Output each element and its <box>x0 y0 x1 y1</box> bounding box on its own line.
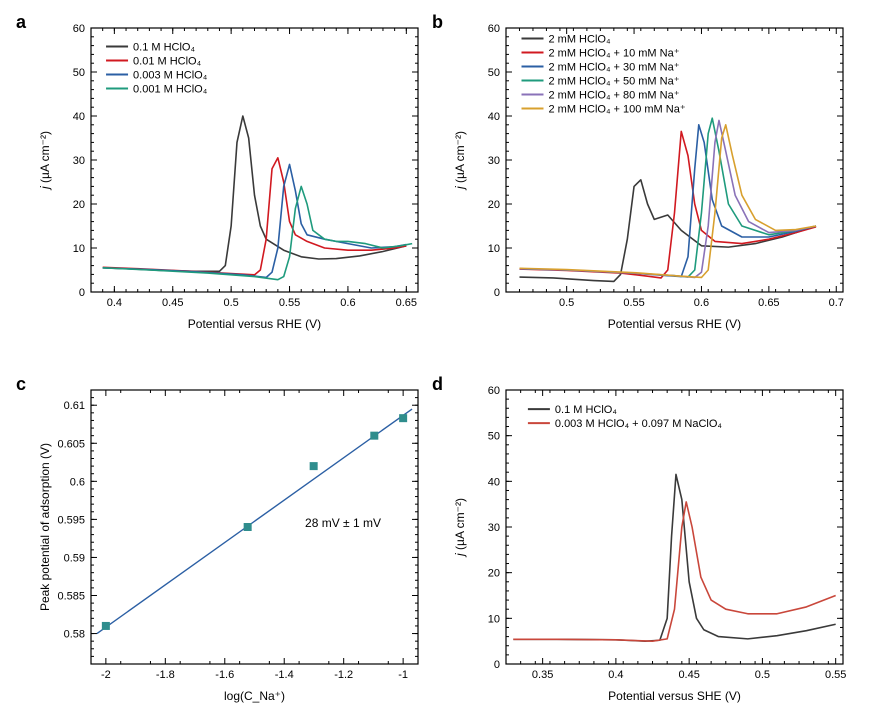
svg-text:-1.8: -1.8 <box>156 669 175 681</box>
svg-text:-1.6: -1.6 <box>215 669 234 681</box>
svg-text:0.5: 0.5 <box>223 297 238 309</box>
data-point <box>244 523 252 531</box>
legend-label: 0.001 M HClO₄ <box>133 83 208 95</box>
series-line <box>519 125 816 277</box>
svg-text:j (µA cm⁻²): j (µA cm⁻²) <box>453 131 467 191</box>
series-line <box>513 502 835 641</box>
legend-label: 0.003 M HClO₄ + 0.097 M NaClO₄ <box>555 418 723 430</box>
panel-a: 0.4 0.45 0.5 0.55 0.6 0.65 0 10 20 30 40 50 60 Potent… <box>35 18 430 338</box>
svg-text:j (µA cm⁻²): j (µA cm⁻²) <box>38 131 52 191</box>
legend-label: 2 mM HClO₄ + 100 mM Na⁺ <box>549 104 686 116</box>
svg-text:-1: -1 <box>398 669 408 681</box>
svg-text:0.55: 0.55 <box>825 669 846 681</box>
svg-text:0.35: 0.35 <box>532 669 553 681</box>
svg-text:-1.2: -1.2 <box>334 669 353 681</box>
legend-label: 0.01 M HClO₄ <box>133 55 202 67</box>
svg-text:0.4: 0.4 <box>608 669 623 681</box>
data-point <box>370 432 378 440</box>
svg-text:40: 40 <box>488 476 500 488</box>
legend-label: 2 mM HClO₄ + 30 mM Na⁺ <box>549 62 680 74</box>
legend-label: 0.1 M HClO₄ <box>555 404 617 416</box>
data-point <box>399 414 407 422</box>
series-line <box>103 186 412 279</box>
slope-annotation: 28 mV ± 1 mV <box>305 516 381 530</box>
svg-text:0.585: 0.585 <box>57 591 85 603</box>
svg-text:Potential versus SHE (V): Potential versus SHE (V) <box>608 689 741 703</box>
svg-text:20: 20 <box>488 199 500 211</box>
legend-label: 0.003 M HClO₄ <box>133 69 208 81</box>
svg-text:0.55: 0.55 <box>279 297 300 309</box>
svg-text:0.55: 0.55 <box>623 297 644 309</box>
svg-text:60: 60 <box>488 23 500 35</box>
svg-text:10: 10 <box>488 243 500 255</box>
series-line <box>103 158 407 275</box>
series-line <box>103 116 407 271</box>
panel-b-label: b <box>432 12 443 33</box>
data-point <box>310 462 318 470</box>
series-line <box>519 120 816 277</box>
svg-text:0: 0 <box>79 287 85 299</box>
data-point <box>102 622 110 630</box>
svg-text:30: 30 <box>73 155 85 167</box>
panel-c: -2 -1.8 -1.6 -1.4 -1.2 -1 0.58 0.585 0.59 0.595 0.… <box>35 380 430 710</box>
svg-text:0.7: 0.7 <box>829 297 844 309</box>
svg-text:10: 10 <box>488 613 500 625</box>
panel-c-label: c <box>16 374 26 395</box>
svg-text:10: 10 <box>73 243 85 255</box>
svg-text:0.6: 0.6 <box>340 297 355 309</box>
svg-text:j (µA cm⁻²): j (µA cm⁻²) <box>453 498 467 558</box>
series-line <box>519 125 816 278</box>
svg-text:0: 0 <box>494 287 500 299</box>
panel-a-label: a <box>16 12 26 33</box>
figure-root: a 0.40.450.50.550.60.650102030405060Pote… <box>0 0 869 726</box>
svg-text:0.58: 0.58 <box>64 629 85 641</box>
svg-text:40: 40 <box>73 111 85 123</box>
svg-text:20: 20 <box>73 199 85 211</box>
series-line <box>519 118 816 277</box>
svg-text:log(C_Na⁺): log(C_Na⁺) <box>224 689 285 703</box>
series-line <box>513 474 835 641</box>
svg-text:Peak potential of adsorption (: Peak potential of adsorption (V) <box>38 443 52 611</box>
svg-text:50: 50 <box>488 431 500 443</box>
svg-text:0.5: 0.5 <box>559 297 574 309</box>
svg-text:0.605: 0.605 <box>57 438 85 450</box>
svg-text:0.4: 0.4 <box>107 297 122 309</box>
svg-text:-1.4: -1.4 <box>275 669 294 681</box>
svg-text:0.59: 0.59 <box>64 552 85 564</box>
svg-text:40: 40 <box>488 111 500 123</box>
panel-d-label: d <box>432 374 443 395</box>
svg-text:0.65: 0.65 <box>396 297 417 309</box>
legend-label: 2 mM HClO₄ + 80 mM Na⁺ <box>549 90 680 102</box>
svg-text:60: 60 <box>488 385 500 397</box>
svg-text:Potential versus RHE (V): Potential versus RHE (V) <box>608 317 741 331</box>
series-line <box>103 164 407 277</box>
legend-label: 0.1 M HClO₄ <box>133 41 195 53</box>
svg-text:0.65: 0.65 <box>758 297 779 309</box>
svg-text:0.45: 0.45 <box>162 297 183 309</box>
svg-text:0.45: 0.45 <box>678 669 699 681</box>
svg-text:0.6: 0.6 <box>70 476 85 488</box>
svg-text:30: 30 <box>488 155 500 167</box>
svg-text:0: 0 <box>494 659 500 671</box>
svg-text:0.5: 0.5 <box>755 669 770 681</box>
svg-text:50: 50 <box>73 67 85 79</box>
panel-b: 0.5 0.55 0.6 0.65 0.7 0 10 20 30 40 50 60 Potential … <box>450 18 855 338</box>
legend-label: 2 mM HClO₄ <box>549 34 611 46</box>
legend-label: 2 mM HClO₄ + 10 mM Na⁺ <box>549 48 680 60</box>
svg-text:20: 20 <box>488 568 500 580</box>
svg-text:0.61: 0.61 <box>64 400 85 412</box>
panel-d: 0.35 0.4 0.45 0.5 0.55 0 10 20 30 40 50 60 Potential… <box>450 380 855 710</box>
svg-text:0.595: 0.595 <box>57 514 85 526</box>
svg-text:Potential versus RHE (V): Potential versus RHE (V) <box>188 317 321 331</box>
svg-text:0.6: 0.6 <box>694 297 709 309</box>
legend-label: 2 mM HClO₄ + 50 mM Na⁺ <box>549 76 680 88</box>
svg-text:60: 60 <box>73 23 85 35</box>
series-line <box>519 131 816 278</box>
svg-text:30: 30 <box>488 522 500 534</box>
svg-text:-2: -2 <box>101 669 111 681</box>
svg-text:50: 50 <box>488 67 500 79</box>
